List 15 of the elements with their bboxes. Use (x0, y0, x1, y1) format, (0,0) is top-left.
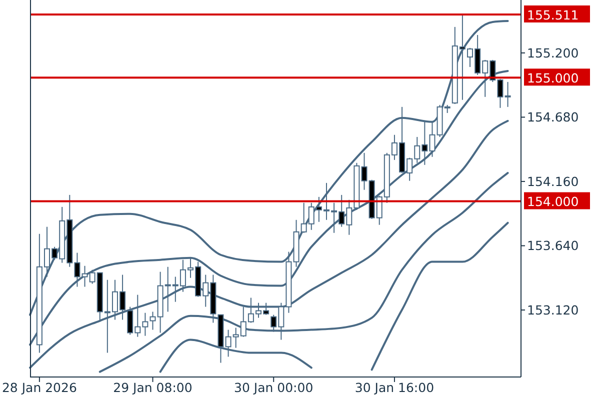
ref-line-label: 155.000 (527, 70, 579, 86)
candlestick (504, 81, 511, 108)
line-series (98, 172, 509, 373)
y-tick-label: 154.680 (527, 110, 579, 125)
y-tick-label: 154.160 (527, 174, 579, 189)
ref-line-label: 154.000 (527, 194, 579, 210)
x-tick-label: 28 Jan 2026 (2, 380, 77, 395)
x-tick-label: 29 Jan 08:00 (113, 380, 192, 395)
line-series (29, 120, 509, 369)
x-tick-label: 30 Jan 16:00 (354, 380, 434, 395)
x-tick-label: 30 Jan 00:00 (234, 380, 314, 395)
y-tick-label: 155.200 (527, 45, 579, 60)
y-tick-label: 153.640 (527, 238, 579, 254)
ref-line-label: 155.511 (527, 7, 579, 22)
y-tick-label: 153.120 (527, 302, 579, 318)
